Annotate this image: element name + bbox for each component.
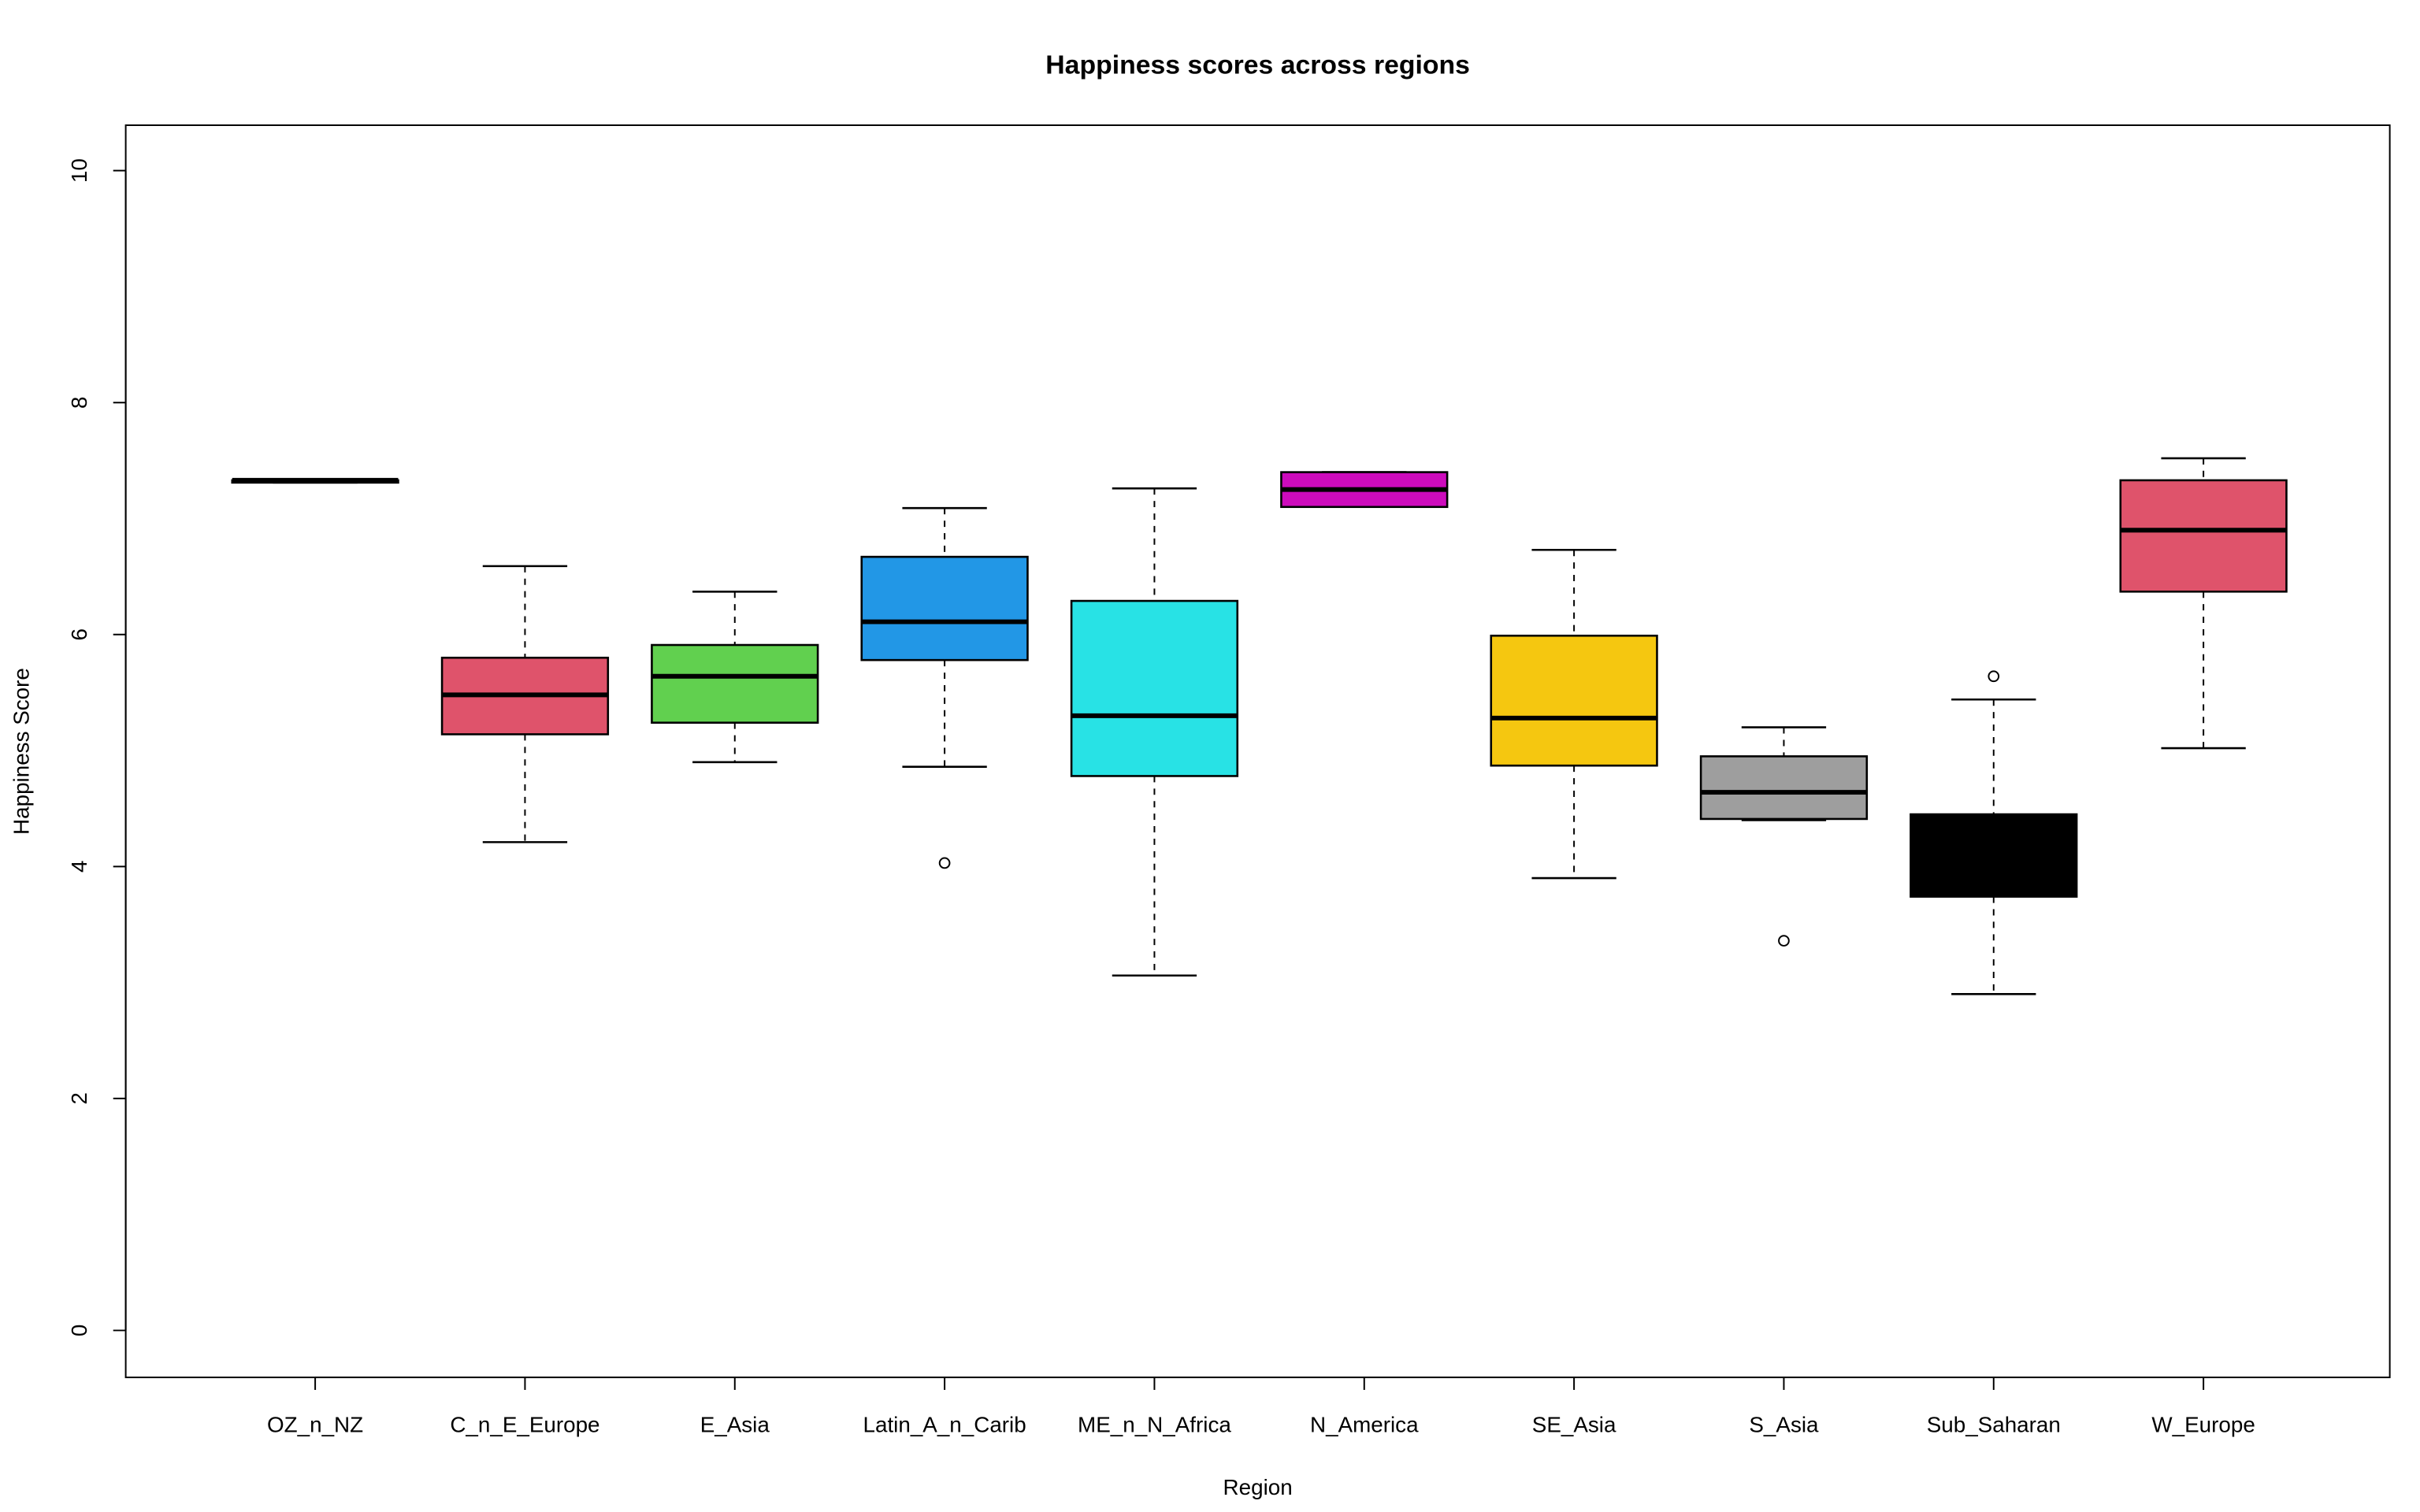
box-SE_Asia [1490,548,1658,880]
box-Latin_A_n_Carib [860,506,1029,869]
y-axis-label: Happiness Score [9,668,33,835]
box-iqr [1490,634,1658,767]
box-E_Asia [651,590,819,764]
outlier-point [1778,935,1790,947]
box-C_n_E_Europe [440,565,610,843]
x-tick-label: E_Asia [700,1413,770,1437]
plot-frame [124,124,2391,1379]
x-tick-label: Latin_A_n_Carib [863,1413,1026,1437]
y-tick-label: 2 [67,1092,91,1104]
chart-title: Happiness scores across regions [1045,50,1470,80]
x-tick-label: W_Europe [2151,1413,2255,1437]
x-tick-label: SE_Asia [1532,1413,1616,1437]
box-iqr [1070,599,1239,777]
box-iqr [1910,813,2078,898]
x-tick-label: OZ_n_NZ [267,1413,363,1437]
y-tick-label: 6 [67,628,91,640]
box-iqr [1699,755,1869,821]
x-tick-label: C_n_E_Europe [450,1413,599,1437]
box-ME_n_N_Africa [1070,487,1239,977]
x-axis-label: Region [1223,1475,1293,1499]
x-tick-label: N_America [1310,1413,1419,1437]
box-S_Asia [1699,726,1869,947]
boxes [231,457,2288,995]
y-tick-label: 0 [67,1325,91,1336]
x-axis: OZ_n_NZ C_n_E_Europe E_Asia Latin_A_n_Carib… [267,1377,2255,1437]
y-axis: 0 2 4 6 8 10 [67,158,127,1336]
box-iqr [860,555,1029,662]
box-OZ_n_NZ [231,477,399,484]
outlier-point [938,857,951,869]
y-tick-label: 10 [67,158,91,183]
outlier-point [1988,670,2000,683]
box-N_America [1280,471,1449,509]
box-W_Europe [2119,457,2288,750]
box-iqr [2119,479,2288,593]
x-tick-label: Sub_Saharan [1927,1413,2061,1437]
y-tick-label: 4 [67,861,91,873]
x-tick-label: ME_n_N_Africa [1078,1413,1231,1437]
box-Sub_Saharan [1910,670,2078,995]
box-iqr [651,643,819,724]
x-tick-label: S_Asia [1749,1413,1819,1437]
y-tick-label: 8 [67,396,91,408]
